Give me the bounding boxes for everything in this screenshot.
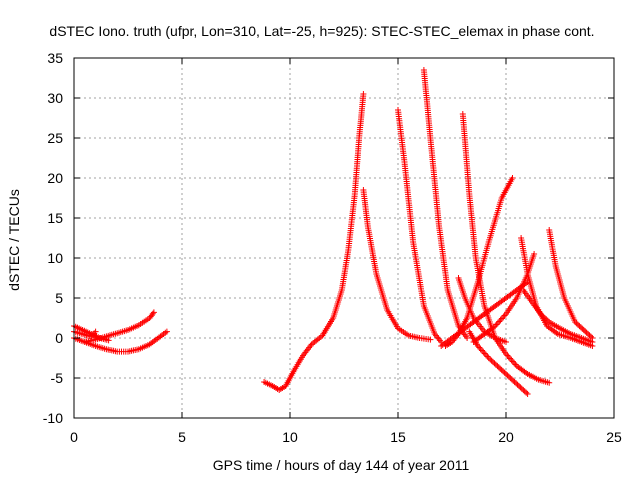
- series-11: [459, 111, 553, 386]
- series-markers: [261, 91, 367, 393]
- y-tick-label: 0: [55, 330, 63, 346]
- x-tick-label: 25: [606, 429, 622, 445]
- y-tick-label: 30: [47, 90, 63, 106]
- series-markers: [546, 227, 596, 341]
- series-markers: [520, 287, 596, 345]
- x-axis-label: GPS time / hours of day 144 of year 2011: [213, 457, 470, 473]
- series-6: [360, 187, 434, 343]
- series-16: [520, 287, 596, 345]
- x-tick-label: 20: [498, 429, 514, 445]
- series-markers: [395, 107, 445, 345]
- series-markers: [438, 279, 531, 349]
- x-tick-label: 10: [282, 429, 298, 445]
- x-tick-label: 0: [70, 429, 78, 445]
- y-tick-label: 10: [47, 250, 63, 266]
- series-15: [546, 227, 596, 341]
- x-tick-label: 5: [178, 429, 186, 445]
- series-markers: [360, 187, 434, 343]
- series-markers: [459, 111, 553, 386]
- tick-labels: 0 5 10 15 20 25 -10 -5 0 5 10 15 20 25 30 35: [43, 50, 622, 445]
- series-12: [466, 328, 531, 397]
- series-8: [420, 67, 471, 341]
- y-tick-label: 20: [47, 170, 63, 186]
- chart-title: dSTEC Iono. truth (ufpr, Lon=310, Lat=-2…: [49, 23, 594, 39]
- y-tick-label: 5: [55, 290, 63, 306]
- y-tick-label: 25: [47, 130, 63, 146]
- grid: [74, 58, 614, 418]
- y-tick-label: 35: [47, 50, 63, 66]
- series-markers: [466, 328, 531, 397]
- series-markers: [420, 67, 471, 341]
- plot-frame: [73, 57, 615, 419]
- series-5: [261, 91, 367, 393]
- tick-marks: [73, 57, 615, 419]
- x-tick-label: 15: [390, 429, 406, 445]
- y-axis-label: dSTEC / TECUs: [6, 189, 22, 291]
- y-tick-label: -10: [43, 410, 63, 426]
- series-17: [438, 279, 531, 349]
- y-tick-label: -5: [51, 370, 64, 386]
- data-series: [71, 67, 596, 397]
- y-tick-label: 15: [47, 210, 63, 226]
- series-7: [395, 107, 445, 345]
